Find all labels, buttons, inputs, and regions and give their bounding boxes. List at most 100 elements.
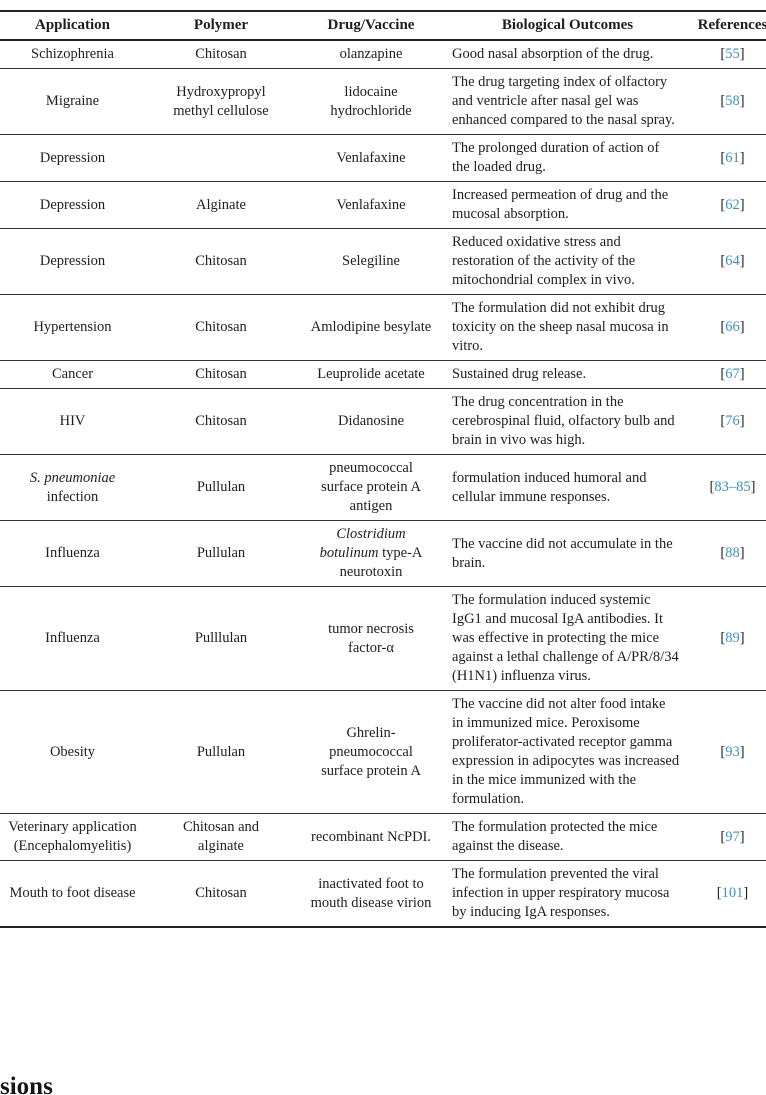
cell-polymer: Chitosan [145,360,297,389]
table-body: Schizophrenia Chitosan olanzapine Good nasa… [0,40,766,928]
table-header-row: Application Polymer Drug/Vaccine Biologi… [0,11,766,41]
table-row: Mouth to foot disease Chitosan inactivated… [0,860,766,928]
cell-reference: [67] [690,360,766,389]
cell-reference: [76] [690,388,766,455]
table-row: Veterinary application (Encephalomyeliti… [0,813,766,861]
cell-application: S. pneumoniae infection [0,454,145,521]
cell-biological-outcome: Increased permeation of drug and the muc… [445,181,690,229]
cell-application: Hypertension [0,294,145,361]
cell-polymer: Hydroxypropyl methyl cellulose [145,68,297,135]
table-row: S. pneumoniae infection Pullulan pneumococ… [0,454,766,521]
reference-link[interactable]: 83–85 [714,479,751,495]
table-row: Influenza Pulllulan tumor necrosis factor-… [0,586,766,691]
cell-drug-vaccine: inactivated foot to mouth disease virion [297,860,445,928]
table-row: Schizophrenia Chitosan olanzapine Good nasa… [0,40,766,69]
cell-application: Schizophrenia [0,40,145,69]
cell-application: Obesity [0,690,145,814]
cell-drug-vaccine: Clostridium botulinum type-A neurotoxin [297,520,445,587]
table-row: Depression Alginate Venlafaxine Increased p… [0,181,766,229]
reference-link[interactable]: 93 [725,743,740,760]
reference-link[interactable]: 62 [725,196,740,213]
cell-drug-vaccine: Leuprolide acetate [297,360,445,389]
cell-reference: [58] [690,68,766,135]
table-row: Cancer Chitosan Leuprolide acetate Sustaine… [0,360,766,389]
cell-application: Influenza [0,520,145,587]
cell-polymer: Pulllulan [145,586,297,691]
cell-polymer: Pullulan [145,520,297,587]
cell-polymer: Chitosan [145,228,297,295]
cell-drug-vaccine: Venlafaxine [297,181,445,229]
column-header-drug-vaccine: Drug/Vaccine [297,11,445,41]
cell-reference: [93] [690,690,766,814]
reference-link[interactable]: 76 [725,413,740,429]
cell-biological-outcome: The vaccine did not accumulate in the br… [445,520,690,587]
cell-reference: [55] [690,40,766,69]
reference-link[interactable]: 58 [725,93,740,109]
cell-biological-outcome: The drug concentration in the cerebrospi… [445,388,690,455]
cell-drug-vaccine: Ghrelin-pneumococcal surface protein A [297,690,445,814]
reference-link[interactable]: 88 [725,545,740,561]
cell-application: Mouth to foot disease [0,860,145,928]
reference-link[interactable]: 66 [725,319,740,335]
reference-link[interactable]: 64 [725,253,740,269]
reference-link[interactable]: 101 [721,885,744,901]
table-row: Influenza Pullulan Clostridium botulinum t… [0,520,766,587]
cell-polymer: Pullulan [145,454,297,521]
table-row: Depression Chitosan Selegiline Reduced oxid… [0,228,766,295]
column-header-references: References [690,11,766,41]
cell-reference: [61] [690,134,766,182]
cell-biological-outcome: The formulation protected the mice again… [445,813,690,861]
cell-polymer: Chitosan [145,860,297,928]
cell-application: Cancer [0,360,145,389]
cell-application: HIV [0,388,145,455]
cell-polymer: Chitosan and alginate [145,813,297,861]
cell-reference: [101] [690,860,766,928]
cell-drug-vaccine: olanzapine [297,40,445,69]
cell-reference: [62] [690,181,766,229]
cell-biological-outcome: The prolonged duration of action of the … [445,134,690,182]
cell-biological-outcome: Sustained drug release. [445,360,690,389]
cell-drug-vaccine: Didanosine [297,388,445,455]
table-row: Depression Venlafaxine The prolonged durat… [0,134,766,182]
reference-link[interactable]: 97 [725,828,740,845]
reference-link[interactable]: 89 [725,630,740,646]
cell-polymer: Pullulan [145,690,297,814]
cell-application: Depression [0,181,145,229]
table-row: Hypertension Chitosan Amlodipine besylate T… [0,294,766,361]
table-row: Obesity Pullulan Ghrelin-pneumococcal surf… [0,690,766,814]
column-header-biological-outcomes: Biological Outcomes [445,11,690,41]
cell-application: Influenza [0,586,145,691]
cell-reference: [88] [690,520,766,587]
cell-polymer: Chitosan [145,294,297,361]
cell-drug-vaccine: tumor necrosis factor-α [297,586,445,691]
cell-drug-vaccine: Venlafaxine [297,134,445,182]
cell-application: Depression [0,228,145,295]
cell-biological-outcome: The formulation prevented the viral infe… [445,860,690,928]
cell-biological-outcome: Reduced oxidative stress and restoration… [445,228,690,295]
reference-link[interactable]: 61 [725,149,740,166]
cell-polymer: Chitosan [145,388,297,455]
conclusions-heading-partial: sions [0,1073,53,1095]
cell-application: Veterinary application (Encephalomyeliti… [0,813,145,861]
cell-drug-vaccine: lidocaine hydrochloride [297,68,445,135]
cell-drug-vaccine: Selegiline [297,228,445,295]
cell-biological-outcome: formulation induced humoral and cellular… [445,454,690,521]
cell-polymer: Alginate [145,181,297,229]
cell-biological-outcome: The formulation did not exhibit drug tox… [445,294,690,361]
column-header-application: Application [0,11,145,41]
cell-biological-outcome: Good nasal absorption of the drug. [445,40,690,69]
cell-drug-vaccine: recombinant NcPDI. [297,813,445,861]
cell-reference: [66] [690,294,766,361]
cell-biological-outcome: The drug targeting index of olfactory an… [445,68,690,135]
polymer-applications-table: Application Polymer Drug/Vaccine Biologi… [0,10,766,928]
column-header-polymer: Polymer [145,11,297,41]
reference-link[interactable]: 67 [725,366,740,382]
cell-reference: [97] [690,813,766,861]
reference-link[interactable]: 55 [725,46,740,62]
cell-polymer: Chitosan [145,40,297,69]
cell-reference: [64] [690,228,766,295]
table-row: HIV Chitosan Didanosine The drug concentrat… [0,388,766,455]
table-row: Migraine Hydroxypropyl methyl cellulose li… [0,68,766,135]
cell-reference: [89] [690,586,766,691]
